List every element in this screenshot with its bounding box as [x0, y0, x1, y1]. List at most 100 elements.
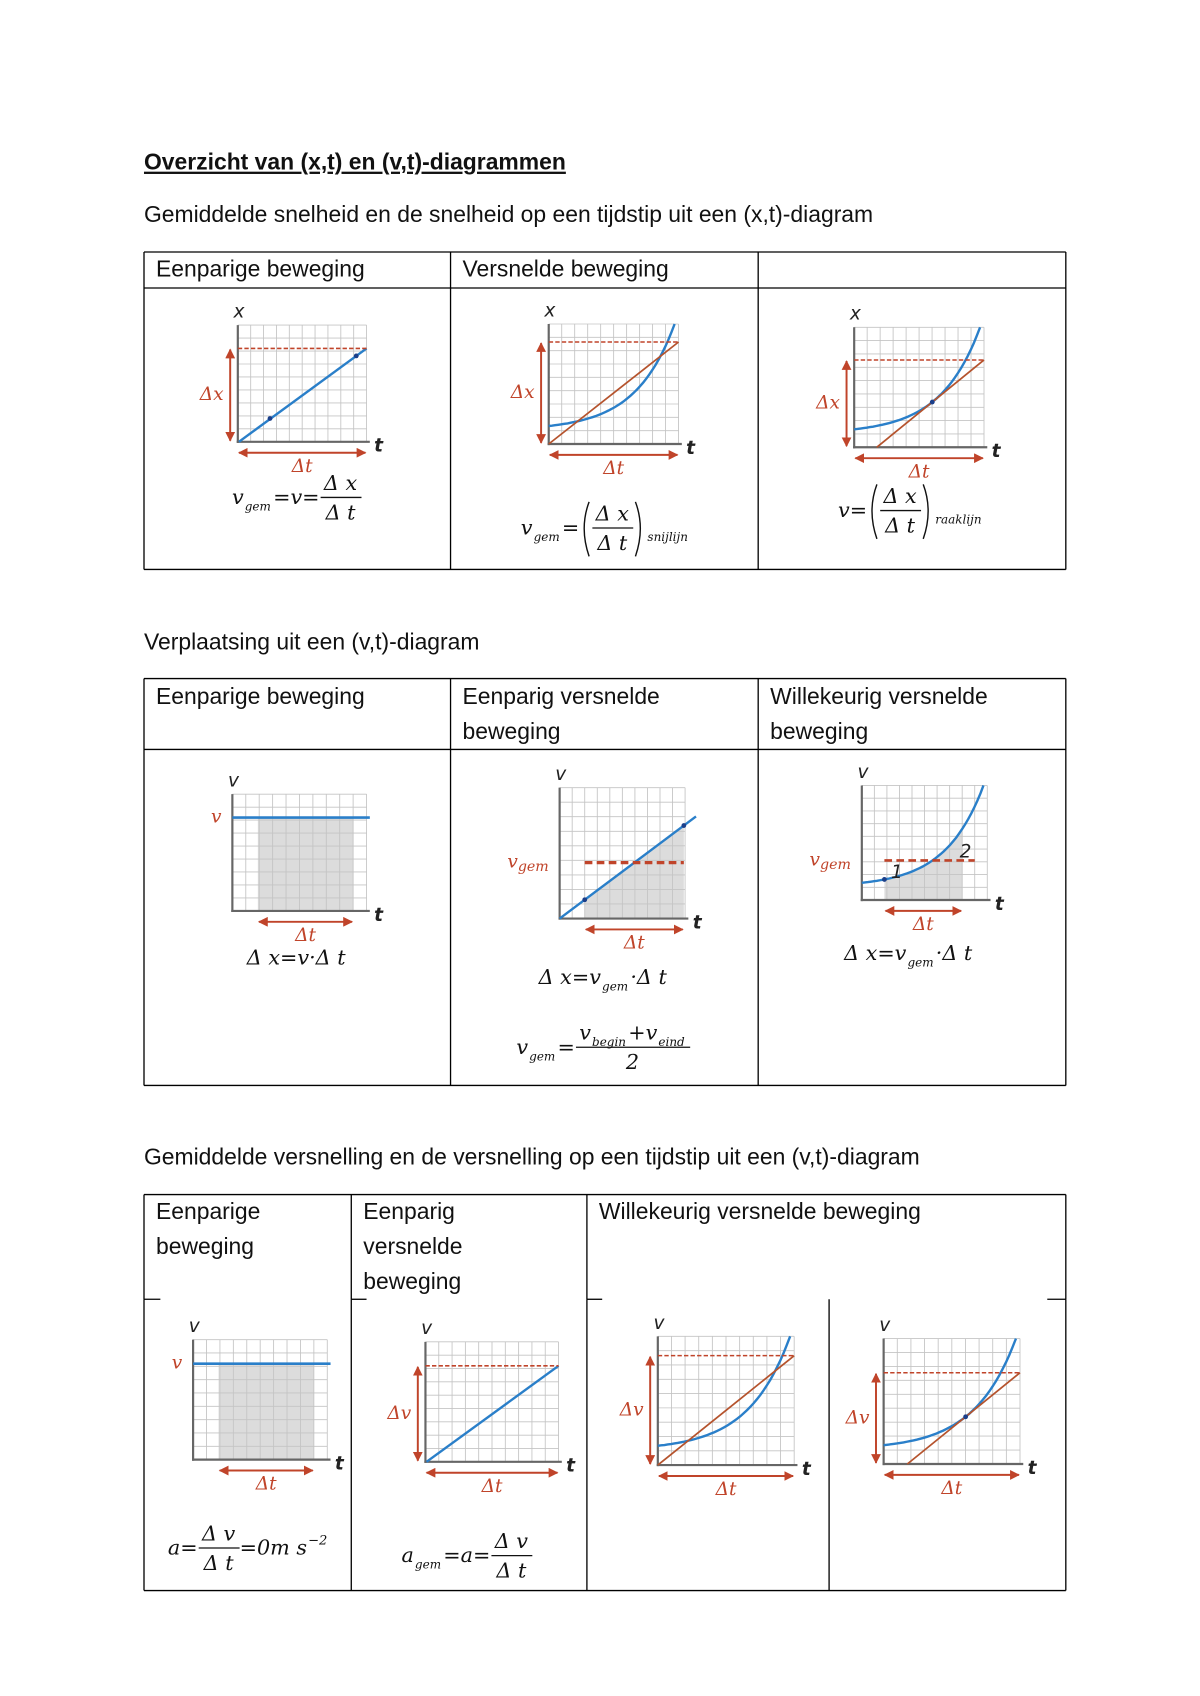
- level-symbol: v: [810, 849, 821, 870]
- level-subscript: gem: [820, 857, 851, 873]
- column-header: Eenparige beweging: [156, 683, 365, 709]
- tangent-line: [906, 1372, 1021, 1465]
- diagram: v t Δv Δt: [619, 1313, 812, 1500]
- delta-label: Δx: [510, 382, 535, 403]
- delta-label: Δt: [623, 933, 645, 954]
- section-heading: Gemiddelde versnelling en de versnelling…: [144, 1144, 920, 1170]
- formula-text: Δ x=v: [538, 965, 602, 989]
- formula: Δ x=v·Δ t: [246, 945, 346, 969]
- formula-subscript: gem: [907, 956, 933, 970]
- formula-text: =0m s: [240, 1536, 307, 1560]
- formula-numerator: Δ x: [323, 471, 358, 495]
- formula-text: v: [579, 1021, 591, 1045]
- formula-denominator: 2: [625, 1050, 639, 1074]
- formula: Δ x=v gem ·Δ t: [843, 941, 973, 970]
- point: [582, 897, 588, 903]
- area: [257, 817, 354, 911]
- document-title: Overzicht van (x,t) en (v,t)-diagrammen: [144, 149, 566, 175]
- formula-text: v: [521, 516, 533, 540]
- level-symbol: v: [211, 807, 222, 828]
- formula-text: v: [516, 1035, 528, 1059]
- delta-label: Δt: [908, 461, 930, 482]
- axis-label: v: [653, 1313, 665, 1334]
- delta-label: Δt: [715, 1479, 737, 1500]
- formula-text: Δ t: [884, 513, 916, 537]
- formula-text: Δ v: [201, 1521, 236, 1545]
- delta-label: Δt: [481, 1476, 503, 1497]
- bracket: [922, 484, 929, 540]
- column-header: Eenparig versnelde: [463, 683, 660, 709]
- point: [963, 1414, 969, 1420]
- axis-label: v: [879, 1315, 891, 1336]
- formula-subscript: begin: [592, 1035, 626, 1049]
- formula-text: Δ x: [595, 501, 630, 525]
- axis-label: v: [421, 1318, 433, 1339]
- tangent-line: [876, 359, 985, 448]
- point: [681, 823, 687, 828]
- bracket: [871, 484, 878, 540]
- column-header: Eenparige beweging: [156, 256, 365, 282]
- delta-label: Δx: [815, 393, 840, 414]
- formula-text: =a=: [443, 1543, 490, 1567]
- diagram: x t Δx Δt v gem =v=Δ x Δ t: [199, 301, 384, 524]
- axis-label: t: [686, 438, 696, 459]
- graph-line: [425, 1364, 560, 1463]
- axis-label: t: [1028, 1458, 1038, 1479]
- formula-subscript: eind: [658, 1035, 685, 1049]
- formula-text: =v=: [273, 485, 319, 509]
- column-header: Eenparig: [363, 1198, 455, 1224]
- delta-label: Δt: [291, 456, 313, 477]
- level-label: v: [172, 1353, 183, 1374]
- axis-label: t: [995, 894, 1005, 915]
- formula-subscript: gem: [245, 500, 271, 514]
- area-label: 2: [960, 841, 972, 862]
- column-header: beweging: [363, 1268, 461, 1294]
- axis-label: v: [189, 1316, 201, 1337]
- graph-curve: [548, 323, 676, 428]
- bracket: [634, 501, 642, 557]
- formula-numerator: Δ x: [882, 484, 917, 508]
- formula: Δ x=v gem ·Δ t: [538, 965, 668, 994]
- column-header: beweging: [156, 1233, 254, 1259]
- delta-label: Δt: [602, 458, 624, 479]
- formula-text: +v: [628, 1021, 657, 1045]
- delta-label: Δx: [199, 384, 224, 405]
- column-header: Versnelde beweging: [463, 256, 669, 282]
- diagram: v t Δt v a=Δ v Δ t=0m s −2: [168, 1316, 345, 1575]
- graph-line: [558, 815, 697, 920]
- axis-label: t: [566, 1456, 576, 1477]
- graph-curve: [883, 1338, 1018, 1447]
- shading: [884, 828, 963, 900]
- graph-curve: [657, 1335, 792, 1447]
- delta-label: Δv: [386, 1403, 411, 1424]
- diagram: x t Δx Δt v gem = Δ x Δ t snijlijn: [510, 300, 696, 557]
- area-label: 1: [891, 862, 903, 883]
- delta-label: Δv: [619, 1399, 644, 1420]
- point: [881, 877, 887, 882]
- formula-text: a: [401, 1543, 413, 1567]
- delta-label: Δt: [912, 914, 934, 935]
- shading: [257, 817, 354, 911]
- axis-label: x: [543, 300, 556, 321]
- formula-denominator: Δ t: [495, 1558, 527, 1582]
- diagram: v t Δv Δt: [845, 1315, 1038, 1499]
- diagram: v t Δt v Δ x=v·Δ t: [211, 771, 384, 970]
- delta-label: Δt: [255, 1474, 277, 1495]
- formula-numerator: Δ v: [494, 1529, 529, 1553]
- axis-label: x: [232, 301, 245, 322]
- formula-denominator: Δ t: [884, 513, 916, 537]
- axis-label: v: [857, 762, 869, 783]
- level-symbol: v: [172, 1353, 183, 1374]
- formula-text: Δ t: [203, 1551, 235, 1575]
- column-header: versnelde: [363, 1233, 462, 1259]
- formula-subscript: gem: [529, 1049, 555, 1063]
- formula: v gem = Δ x Δ t snijlijn: [521, 501, 688, 557]
- column-header: beweging: [770, 718, 868, 744]
- axis-label: v: [228, 771, 240, 792]
- formula-denominator: Δ t: [203, 1551, 235, 1575]
- formula-text: v: [232, 485, 244, 509]
